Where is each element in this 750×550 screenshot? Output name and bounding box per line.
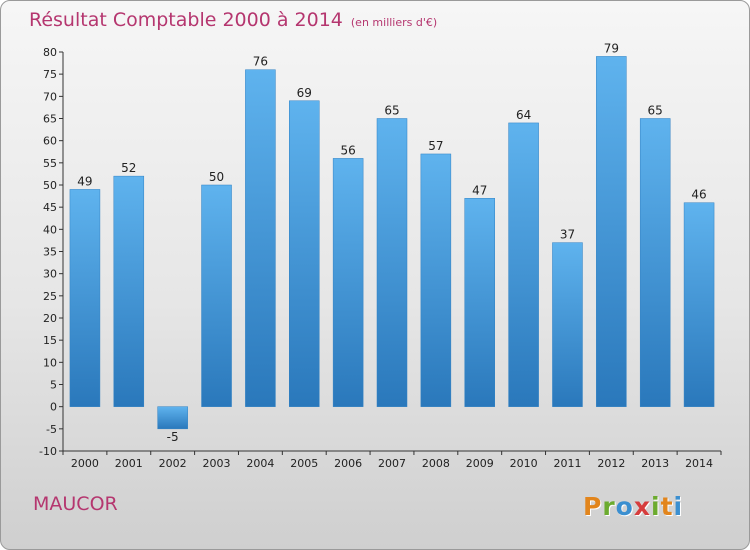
x-tick-label: 2002 (159, 457, 187, 470)
x-tick-label: 2011 (553, 457, 581, 470)
bar-value-label: 69 (297, 86, 312, 100)
y-tick-label: 10 (43, 356, 57, 369)
logo-letter: i (651, 492, 661, 521)
logo-letter: r (602, 492, 616, 521)
y-tick-label: 0 (50, 401, 57, 414)
axes: -10 -5 0 5 10 15 20 25 30 35 40 45 50 55 60 65 70 75 80 200… (39, 46, 722, 470)
bar (376, 118, 408, 407)
bars (69, 56, 715, 430)
y-tick-label: 35 (43, 246, 57, 259)
chart-title-block: Résultat Comptable 2000 à 2014 (en millie… (29, 9, 437, 31)
bar-value-label: 46 (691, 188, 706, 202)
bar (201, 184, 232, 407)
logo-letter: i (673, 492, 684, 521)
bar (639, 118, 671, 407)
y-tick-label: 65 (43, 113, 57, 126)
y-tick-label: 80 (43, 46, 57, 59)
bar (683, 202, 715, 407)
bar (157, 406, 188, 430)
y-tick-label: 55 (43, 157, 57, 170)
bar (69, 189, 101, 407)
y-tick-label: 30 (43, 268, 57, 281)
bar-value-label: 56 (340, 143, 355, 157)
bar-value-label: -5 (167, 430, 179, 444)
y-tick-label: 5 (50, 379, 57, 392)
chart-title: Résultat Comptable 2000 à 2014 (29, 9, 343, 31)
bar-value-label: 52 (121, 161, 136, 175)
bar (552, 242, 583, 407)
y-tick-label: -10 (39, 445, 57, 458)
bar-value-label: 76 (253, 55, 268, 69)
y-tick-label: 75 (43, 68, 57, 81)
bar-value-label: 37 (560, 228, 575, 242)
x-tick-label: 2009 (466, 457, 494, 470)
y-tick-label: 25 (43, 290, 57, 303)
bar-value-label: 57 (428, 139, 443, 153)
x-tick-label: 2000 (71, 457, 99, 470)
logo-letter: o (615, 492, 634, 521)
bar (245, 69, 276, 407)
x-tick-label: 2014 (685, 457, 713, 470)
bar-value-label: 49 (77, 174, 92, 188)
x-tick-label: 2008 (422, 457, 450, 470)
bar (596, 56, 627, 407)
x-tick-label: 2013 (641, 457, 669, 470)
chart-unit: (en milliers d'€) (350, 16, 438, 29)
y-tick-label: 45 (43, 201, 57, 214)
y-tick-label: 40 (43, 223, 57, 236)
bar (464, 198, 495, 407)
bar (289, 100, 320, 407)
y-tick-label: 50 (43, 179, 57, 192)
bar (332, 158, 364, 407)
proxiti-logo: Proxiti (583, 492, 683, 521)
logo-letter: P (583, 492, 603, 521)
bar-value-label: 50 (209, 170, 224, 184)
bar-value-label: 65 (648, 104, 663, 118)
bar (420, 153, 452, 407)
x-tick-label: 2007 (378, 457, 406, 470)
value-labels: 49 52 -5 50 76 69 56 65 57 47 64 37 79 65 46 (77, 41, 706, 443)
x-tick-label: 2006 (334, 457, 362, 470)
y-tick-label: 60 (43, 135, 57, 148)
bar-value-label: 47 (472, 183, 487, 197)
x-tick-label: 2010 (510, 457, 538, 470)
x-tick-label: 2005 (290, 457, 318, 470)
x-tick-label: 2012 (597, 457, 625, 470)
bar-value-label: 79 (604, 41, 619, 55)
x-tick-label: 2003 (203, 457, 231, 470)
logo-letter: t (660, 492, 674, 521)
bar-value-label: 65 (384, 104, 399, 118)
x-tick-label: 2001 (115, 457, 143, 470)
y-tick-label: 15 (43, 334, 57, 347)
y-tick-label: 70 (43, 90, 57, 103)
bar (113, 175, 145, 407)
bar-value-label: 64 (516, 108, 531, 122)
x-tick-label: 2004 (246, 457, 274, 470)
y-tick-label: -5 (46, 423, 57, 436)
y-tick-label: 20 (43, 312, 57, 325)
bar (508, 122, 539, 407)
logo-letter: x (633, 492, 651, 521)
place-name: MAUCOR (33, 493, 118, 515)
